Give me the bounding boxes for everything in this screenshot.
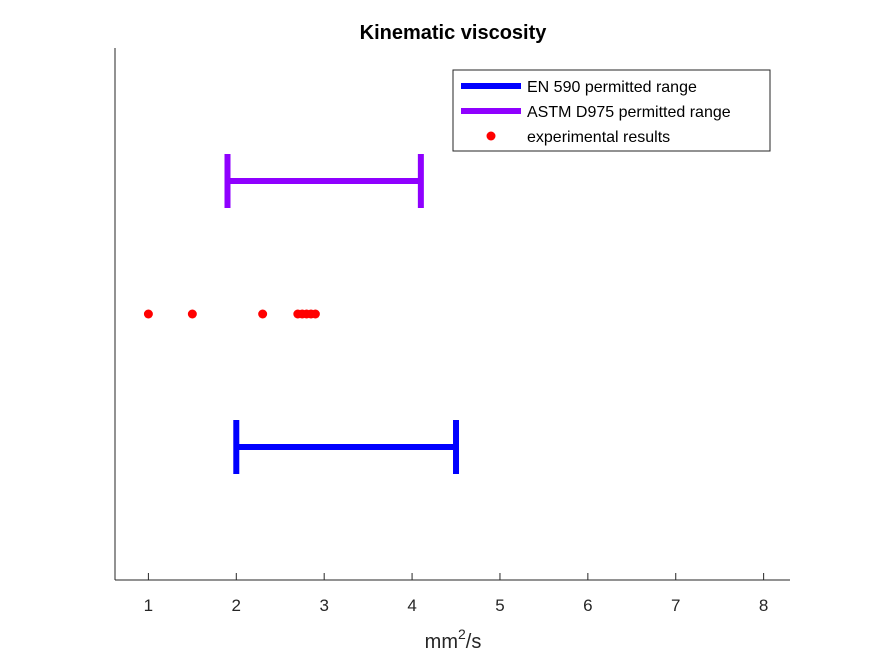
legend: EN 590 permitted range ASTM D975 permitte… (452, 69, 771, 152)
legend-swatch-2 (486, 131, 496, 141)
legend-entry-1: ASTM D975 permitted range (461, 104, 731, 121)
axes: 1 2 3 4 5 6 7 8 (114, 48, 790, 615)
x-tick-label-6: 6 (583, 596, 592, 615)
x-tick-label-4: 4 (407, 596, 416, 615)
x-axis-label-superscript: 2 (458, 626, 466, 642)
x-tick-label-5: 5 (495, 596, 504, 615)
legend-label-2: experimental results (527, 129, 670, 146)
legend-label-0: EN 590 permitted range (527, 79, 697, 96)
range-0 (233, 420, 460, 474)
data-point-2 (258, 309, 268, 319)
range-1 (224, 154, 424, 208)
x-tick-label-3: 3 (319, 596, 328, 615)
legend-label-1: ASTM D975 permitted range (527, 104, 731, 121)
legend-entry-0: EN 590 permitted range (461, 79, 697, 96)
x-axis-label: mm2/s (425, 626, 482, 653)
data-point-0 (143, 309, 153, 319)
x-tick-label-1: 1 (144, 596, 153, 615)
x-tick-label-2: 2 (232, 596, 241, 615)
data-point-1 (187, 309, 197, 319)
legend-entry-2: experimental results (486, 129, 670, 146)
data-point-7 (310, 309, 320, 319)
x-tick-label-7: 7 (671, 596, 680, 615)
x-tick-label-8: 8 (759, 596, 768, 615)
chart-title: Kinematic viscosity (360, 22, 548, 44)
data-marks (143, 154, 460, 474)
